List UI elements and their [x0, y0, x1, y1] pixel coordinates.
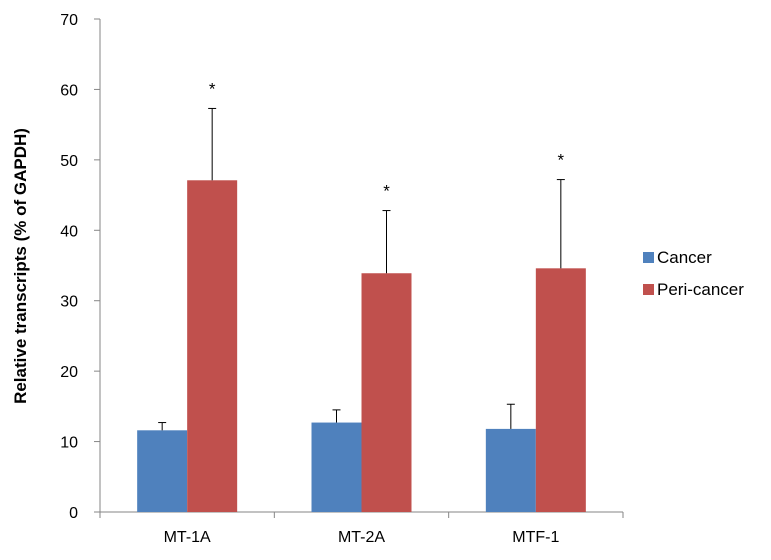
bar-peri-cancer-mt-1a [187, 180, 238, 512]
significance-marker: * [209, 79, 216, 98]
bar-cancer-mt-2a [311, 422, 362, 512]
x-category-label: MT-1A [164, 529, 211, 546]
y-axis-label: Relative transcripts (% of GAPDH) [11, 128, 30, 404]
y-tick-label: 30 [60, 294, 78, 311]
bar-peri-cancer-mtf-1 [535, 268, 586, 512]
bar-cancer-mtf-1 [485, 428, 536, 512]
bar-peri-cancer-mt-2a [361, 273, 412, 512]
x-category-label: MTF-1 [512, 529, 559, 546]
x-category-label: MT-2A [338, 529, 385, 546]
y-tick-label: 70 [60, 12, 78, 29]
legend-label-cancer: Cancer [657, 248, 712, 267]
y-tick-label: 60 [60, 82, 78, 99]
legend-label-peri-cancer: Peri-cancer [657, 280, 744, 299]
y-tick-label: 50 [60, 153, 78, 170]
legend-swatch-cancer [643, 252, 654, 263]
legend-swatch-peri-cancer [643, 284, 654, 295]
y-tick-label: 10 [60, 435, 78, 452]
bar-cancer-mt-1a [137, 430, 188, 512]
y-tick-label: 40 [60, 223, 78, 240]
y-tick-label: 0 [69, 505, 78, 522]
significance-marker: * [383, 182, 390, 201]
y-tick-label: 20 [60, 364, 78, 381]
significance-marker: * [558, 151, 565, 170]
